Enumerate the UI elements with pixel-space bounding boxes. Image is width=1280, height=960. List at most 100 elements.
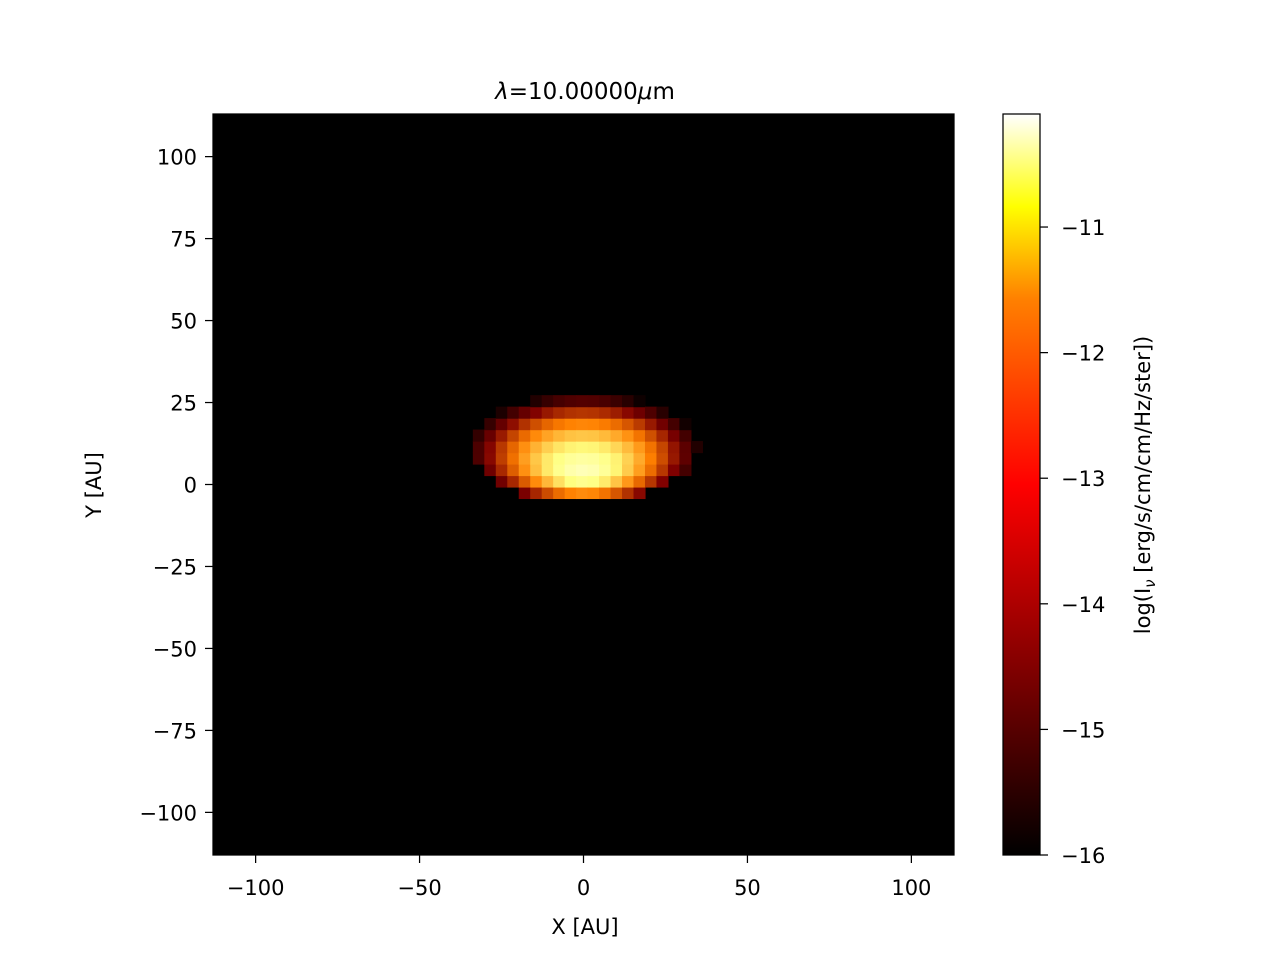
y-axis-label: Y [AU] — [82, 452, 106, 519]
heatmap-cell — [518, 464, 531, 477]
heatmap-cell — [656, 441, 669, 454]
heatmap-cell — [610, 395, 623, 408]
x-tick-label: 0 — [577, 876, 590, 900]
y-axis: −100 −75 −50 −25 0 25 50 75 100 — [139, 146, 213, 825]
heatmap-cell — [599, 464, 612, 477]
chart-title: λ=10.00000μm — [493, 79, 675, 105]
heatmap-cell — [541, 464, 554, 477]
heatmap-cell — [507, 418, 520, 431]
heatmap-cell — [553, 406, 566, 419]
heatmap-cell — [599, 452, 612, 465]
heatmap-cell — [530, 406, 543, 419]
heatmap-cell — [564, 464, 577, 477]
heatmap-cell — [667, 441, 681, 454]
heatmap-cell — [679, 441, 692, 454]
heatmap-cell — [495, 406, 508, 419]
heatmap-cell — [495, 418, 508, 431]
heatmap-cell — [564, 429, 577, 442]
heatmap-cell — [576, 464, 589, 477]
heatmap-cell — [518, 441, 531, 454]
heatmap-cell — [644, 429, 658, 442]
heatmap-cell — [541, 395, 554, 408]
heatmap-cell — [679, 452, 692, 465]
heatmap-cell — [564, 441, 577, 454]
heatmap-cell — [541, 406, 554, 419]
heatmap-cell — [610, 475, 623, 488]
heatmap-cell — [518, 418, 531, 431]
heatmap-cell — [622, 486, 635, 500]
heatmap-cell — [530, 475, 543, 488]
colorbar-axis: −16 −15 −14 −13 −12 −11 — [1040, 216, 1105, 868]
heatmap-cell — [507, 406, 520, 419]
heatmap-cell — [656, 464, 669, 477]
heatmap-cell — [518, 475, 531, 488]
heatmap-cell — [553, 418, 566, 431]
heatmap-cell — [610, 452, 623, 465]
heatmap-cell — [553, 452, 566, 465]
heatmap-cell — [644, 452, 658, 465]
heatmap-cell — [587, 452, 600, 465]
heatmap-cell — [484, 418, 497, 431]
heatmap-cell — [541, 486, 554, 500]
x-tick-label: −100 — [227, 876, 285, 900]
heatmap-cell — [644, 406, 658, 419]
x-tick-label: −50 — [397, 876, 441, 900]
heatmap-cell — [599, 486, 612, 500]
heatmap-cell — [599, 418, 612, 431]
colorbar — [1002, 113, 1041, 856]
y-tick-label: 75 — [170, 228, 197, 252]
heatmap-cell — [667, 464, 681, 477]
heatmap-cell — [495, 475, 508, 488]
colorbar-tick-label: −14 — [1061, 593, 1105, 617]
heatmap-cell — [587, 464, 600, 477]
heatmap-cell — [599, 429, 612, 442]
heatmap-cell — [507, 464, 520, 477]
heatmap-cell — [667, 429, 681, 442]
heatmap-cell — [484, 452, 497, 465]
heatmap-cell — [679, 418, 692, 431]
heatmap-cell — [622, 475, 635, 488]
heatmap-cell — [484, 429, 497, 442]
heatmap-cell — [679, 464, 692, 477]
y-tick-label: −25 — [153, 555, 197, 579]
heatmap-cell — [633, 475, 646, 488]
heatmap-cell — [530, 395, 543, 408]
heatmap-cell — [587, 429, 600, 442]
heatmap-cell — [622, 441, 635, 454]
heatmap-cell — [495, 464, 508, 477]
heatmap-cell — [518, 429, 531, 442]
y-tick-label: 100 — [157, 146, 197, 170]
heatmap-cell — [599, 441, 612, 454]
heatmap-cell — [507, 452, 520, 465]
heatmap-cell — [564, 475, 577, 488]
heatmap-cell — [622, 418, 635, 431]
heatmap-cell — [507, 475, 520, 488]
heatmap-cell — [622, 429, 635, 442]
heatmap-cell — [564, 486, 577, 500]
y-tick-label: 25 — [170, 392, 197, 416]
heatmap-cell — [633, 486, 646, 500]
heatmap-cell — [610, 441, 623, 454]
y-tick-label: −50 — [153, 637, 197, 661]
colorbar-tick-label: −12 — [1061, 342, 1105, 366]
heatmap-cell — [530, 429, 543, 442]
heatmap-cell — [553, 395, 566, 408]
heatmap-image — [213, 114, 954, 855]
x-axis-label: X [AU] — [551, 915, 618, 939]
heatmap-cell — [576, 429, 589, 442]
heatmap-cell — [518, 406, 531, 419]
heatmap-cell — [530, 418, 543, 431]
heatmap-cell — [576, 486, 589, 500]
heatmap-cell — [587, 406, 600, 419]
heatmap-cell — [587, 475, 600, 488]
heatmap-cell — [622, 464, 635, 477]
heatmap-cell — [484, 464, 497, 477]
heatmap-cell — [599, 395, 612, 408]
heatmap-cell — [633, 452, 646, 465]
colorbar-label: log(Iν [erg/s/cm/cm/Hz/ster]) — [1131, 336, 1159, 634]
heatmap-cell — [622, 406, 635, 419]
heatmap-cell — [541, 441, 554, 454]
heatmap-cell — [541, 418, 554, 431]
heatmap-cell — [576, 441, 589, 454]
